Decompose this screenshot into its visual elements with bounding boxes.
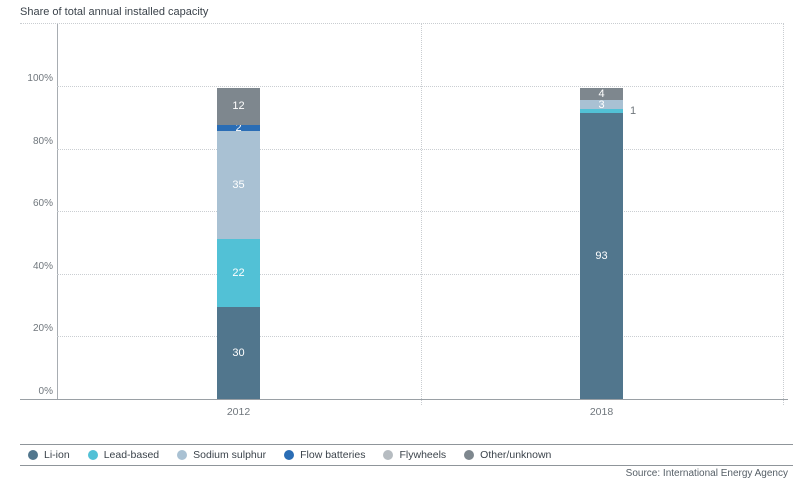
legend-label: Flywheels — [399, 449, 447, 461]
gridline-20 — [57, 336, 783, 338]
legend-label: Flow batteries — [300, 449, 366, 461]
legend-item-flow-batteries: Flow batteries — [284, 449, 365, 461]
legend-label: Lead-based — [103, 449, 160, 461]
legend-item-li-ion: Li-ion — [28, 449, 70, 461]
legend-dot-li-ion — [28, 450, 38, 460]
legend-label: Li-ion — [44, 449, 70, 461]
bar-segment-flow-batteries — [217, 124, 260, 132]
bar-segment-lead-based — [580, 109, 623, 113]
y-tick-label: 100% — [27, 73, 53, 84]
bar-segment-other-unknown — [217, 87, 260, 125]
legend-item-flywheels: Flywheels — [383, 449, 446, 461]
y-tick-label: 40% — [32, 260, 53, 272]
segment-value-label-outside: 1 — [630, 105, 637, 118]
y-tick-label: 60% — [32, 198, 53, 210]
y-tick-label: 20% — [32, 323, 53, 335]
y-tick-label: 0% — [38, 386, 53, 397]
bar-segment-li-ion — [580, 112, 623, 399]
segment-value-label: 3 — [598, 98, 605, 111]
segment-value-label: 22 — [232, 266, 245, 279]
gridline-60 — [57, 211, 783, 213]
x-category-label: 2018 — [589, 406, 614, 418]
segment-value-label: 93 — [595, 249, 608, 262]
gridline-100 — [57, 86, 783, 87]
source-attribution: Source: International Energy Agency — [625, 468, 788, 479]
segment-value-label: 4 — [598, 88, 605, 101]
y-tick-label: 80% — [32, 135, 53, 147]
legend-item-other-unknown: Other/unknown — [464, 449, 551, 461]
legend-label: Other/unknown — [480, 449, 552, 461]
gridline-40 — [57, 273, 783, 275]
x-category-label: 2012 — [226, 406, 251, 418]
chart-title: Share of total annual installed capacity — [20, 6, 209, 18]
legend-dot-other-unknown — [464, 450, 475, 460]
legend-item-lead-based: Lead-based — [87, 449, 160, 461]
gridline-80 — [57, 148, 783, 150]
bar-segment-li-ion — [217, 306, 260, 399]
segment-value-label: 12 — [232, 100, 245, 113]
bar-segment-other-unknown — [580, 87, 623, 101]
bar-segment-sodium-sulphur — [217, 131, 260, 239]
bar-segment-lead-based — [217, 238, 260, 307]
legend-item-sodium-sulphur: Sodium sulphur — [177, 449, 266, 461]
x-axis-line — [20, 399, 788, 400]
legend-dot-flow-batteries — [284, 450, 295, 460]
legend-label: Sodium sulphur — [193, 449, 267, 461]
plot-right-border-line — [783, 24, 784, 405]
title-underline — [20, 23, 784, 24]
legend: Li-ion Lead-based Sodium sulphur Flow batte… — [20, 444, 793, 466]
segment-value-label: 35 — [232, 178, 245, 191]
segment-value-label: 30 — [232, 346, 245, 359]
legend-dot-lead-based — [87, 450, 98, 460]
legend-dot-flywheels — [383, 450, 394, 460]
segment-value-label: 2 — [235, 121, 242, 134]
legend-dot-sodium-sulphur — [177, 450, 188, 460]
bar-segment-sodium-sulphur — [580, 100, 623, 110]
category-divider-line — [421, 24, 422, 405]
